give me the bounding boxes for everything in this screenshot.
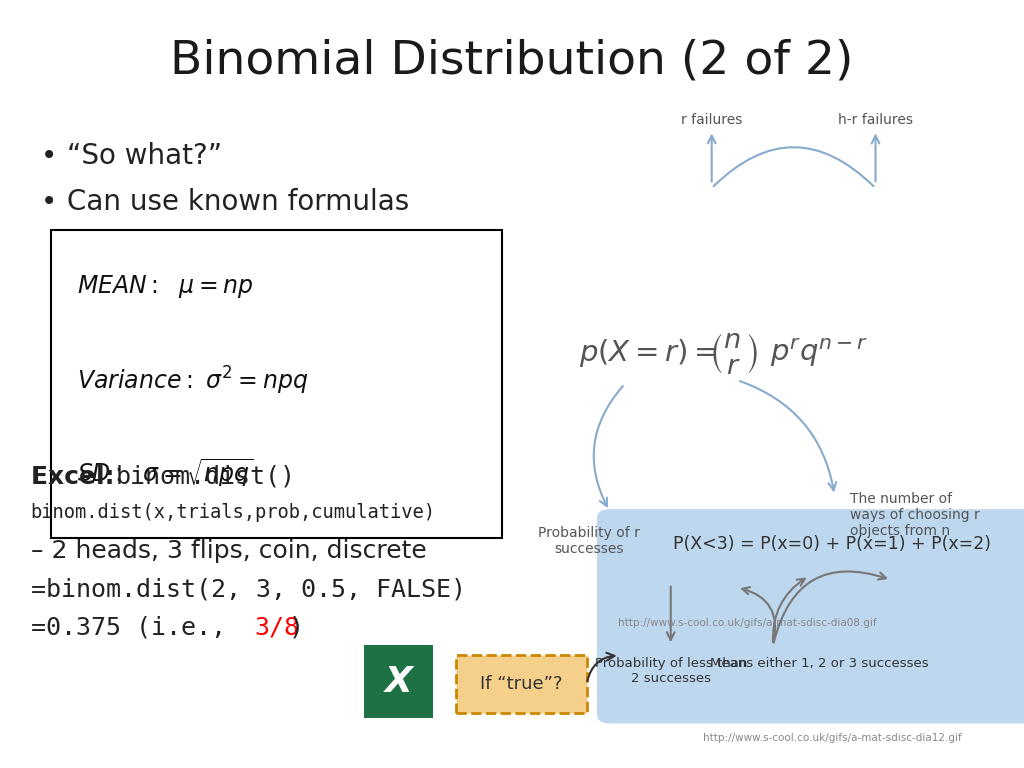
FancyBboxPatch shape [456,655,587,713]
Text: 3/8: 3/8 [254,616,299,640]
Text: X: X [384,664,413,699]
Text: =0.375 (i.e.,: =0.375 (i.e., [31,616,241,640]
Text: $\mathit{MEAN}:\ \ \mu = np$: $\mathit{MEAN}:\ \ \mu = np$ [77,273,253,300]
Text: r failures: r failures [681,113,742,127]
Text: $p^rq^{n-r}$: $p^rq^{n-r}$ [770,337,868,369]
Text: ): ) [289,616,304,640]
Text: binom.dist(): binom.dist() [116,465,296,488]
Text: $\mathit{SD}:\ \ \sigma = \sqrt{npq}$: $\mathit{SD}:\ \ \sigma = \sqrt{npq}$ [77,457,254,489]
Text: http://www.s-cool.co.uk/gifs/a-mat-sdisc-dia12.gif: http://www.s-cool.co.uk/gifs/a-mat-sdisc… [702,733,962,743]
Text: •: • [41,188,57,216]
Text: Probability of less than
2 successes: Probability of less than 2 successes [595,657,746,684]
Text: $\mathit{Variance}:\ \sigma^2 = npq$: $\mathit{Variance}:\ \sigma^2 = npq$ [77,365,308,397]
FancyBboxPatch shape [51,230,502,538]
Text: binom.dist(x,trials,prob,cumulative): binom.dist(x,trials,prob,cumulative) [31,503,436,522]
FancyBboxPatch shape [364,645,433,718]
FancyBboxPatch shape [597,509,1024,723]
Text: Can use known formulas: Can use known formulas [67,188,409,216]
Text: Means either 1, 2 or 3 successes: Means either 1, 2 or 3 successes [710,657,929,670]
Text: The number of
ways of choosing r
objects from n: The number of ways of choosing r objects… [850,492,980,538]
Text: $\binom{n}{r}$: $\binom{n}{r}$ [709,331,758,376]
Text: “So what?”: “So what?” [67,142,221,170]
Text: If “true”?: If “true”? [480,675,562,693]
Text: P(X<3) = P(x=0) + P(x=1) + P(x=2): P(X<3) = P(x=0) + P(x=1) + P(x=2) [673,535,991,553]
Text: http://www.s-cool.co.uk/gifs/a-mat-sdisc-dia08.gif: http://www.s-cool.co.uk/gifs/a-mat-sdisc… [618,618,877,628]
Text: =binom.dist(2, 3, 0.5, FALSE): =binom.dist(2, 3, 0.5, FALSE) [31,578,466,601]
Text: $p(X=r)=$: $p(X=r)=$ [579,337,717,369]
Text: h-r failures: h-r failures [838,113,913,127]
Text: •: • [41,142,57,170]
Text: Probability of r
successes: Probability of r successes [538,526,640,556]
Text: – 2 heads, 3 flips, coin, discrete: – 2 heads, 3 flips, coin, discrete [31,539,426,563]
Text: Excel:: Excel: [31,465,123,488]
Text: Binomial Distribution (2 of 2): Binomial Distribution (2 of 2) [170,38,854,84]
